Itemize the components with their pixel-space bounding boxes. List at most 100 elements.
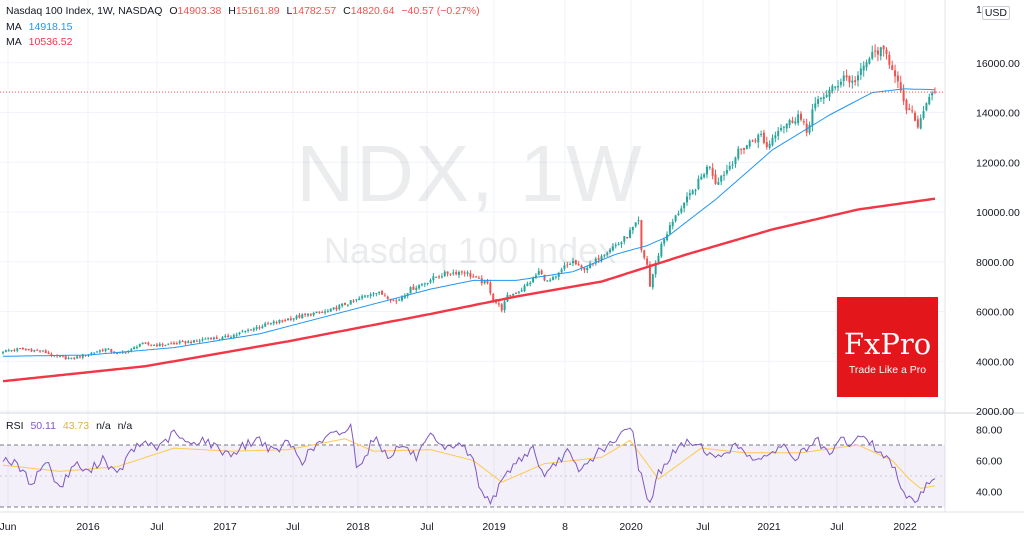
candle-body xyxy=(269,322,272,324)
candle-body xyxy=(358,298,361,301)
time-tick-label: 2019 xyxy=(482,521,506,533)
candle-body xyxy=(292,318,295,320)
candle-body xyxy=(372,293,375,295)
candle-body xyxy=(184,341,187,344)
candle-body xyxy=(623,236,626,242)
candle-body xyxy=(785,123,788,129)
candle-body xyxy=(321,311,324,313)
candle-body xyxy=(754,140,757,142)
price-tick-label: 2000.00 xyxy=(976,406,1014,418)
candle-body xyxy=(697,178,700,189)
candle-body xyxy=(857,75,859,81)
candle-body xyxy=(651,274,654,288)
candle-body xyxy=(33,350,36,352)
candle-body xyxy=(620,242,623,245)
candle-body xyxy=(600,256,603,260)
candle-body xyxy=(138,344,141,347)
candle-body xyxy=(794,121,797,124)
candle-body xyxy=(517,291,520,293)
candle-body xyxy=(589,263,592,268)
candle-body xyxy=(301,314,304,319)
candle-body xyxy=(614,244,617,247)
price-tick-label: 12000.00 xyxy=(976,157,1020,169)
candle-body xyxy=(281,320,284,322)
candle-body xyxy=(361,296,364,299)
candle-body xyxy=(215,337,218,340)
candle-body xyxy=(532,277,535,283)
candle-body xyxy=(871,51,874,59)
candle-body xyxy=(902,90,905,102)
candle-body xyxy=(355,299,358,301)
rsi-ma-line xyxy=(2,438,936,489)
candle-body xyxy=(560,269,563,273)
candle-body xyxy=(210,337,213,340)
candle-body xyxy=(107,348,110,350)
candle-body xyxy=(711,167,714,176)
candle-body xyxy=(192,340,195,343)
candle-body xyxy=(386,296,389,299)
candle-body xyxy=(817,98,820,105)
candle-body xyxy=(845,75,848,78)
candle-body xyxy=(708,166,711,168)
candle-body xyxy=(150,344,153,346)
candle-body xyxy=(808,124,811,133)
open-value: O14903.38 xyxy=(169,5,222,17)
candle-body xyxy=(272,321,275,324)
candle-body xyxy=(674,215,677,221)
candle-body xyxy=(660,243,663,257)
candle-body xyxy=(594,258,597,264)
candle-body xyxy=(284,319,287,321)
candle-body xyxy=(381,291,384,295)
candle-body xyxy=(865,62,868,68)
candle-body xyxy=(449,273,452,275)
candle-body xyxy=(503,301,506,311)
candle-body xyxy=(326,311,329,313)
candle-body xyxy=(720,175,723,182)
candle-body xyxy=(278,320,281,323)
candle-body xyxy=(332,307,335,310)
candle-body xyxy=(797,114,800,124)
candle-body xyxy=(41,350,44,352)
candle-body xyxy=(130,349,133,351)
candle-body xyxy=(475,276,478,278)
candle-body xyxy=(740,148,743,150)
currency-button[interactable]: USD xyxy=(981,6,1010,20)
rsi-na-1: n/a xyxy=(96,420,111,432)
candle-body xyxy=(335,307,338,310)
candle-body xyxy=(549,279,552,281)
time-tick-label: Jul xyxy=(830,521,843,533)
ma-fast-label: MA xyxy=(6,21,22,33)
price-tick-label: 8000.00 xyxy=(976,257,1014,269)
candle-body xyxy=(124,352,127,354)
candle-body xyxy=(409,287,412,294)
candles xyxy=(2,44,936,360)
candle-body xyxy=(412,286,415,290)
candle-body xyxy=(238,332,241,335)
candle-body xyxy=(933,91,936,93)
candle-body xyxy=(341,303,344,306)
candle-body xyxy=(879,47,882,57)
candle-body xyxy=(338,305,341,310)
rsi-tick-label: 80.00 xyxy=(976,425,1002,437)
candle-body xyxy=(295,315,298,319)
ma-slow-label: MA xyxy=(6,36,22,48)
candle-body xyxy=(432,276,435,281)
candle-body xyxy=(743,147,745,150)
candle-body xyxy=(440,276,443,278)
candle-body xyxy=(241,331,244,333)
candle-body xyxy=(848,75,851,83)
candle-body xyxy=(822,96,825,99)
candle-body xyxy=(141,342,144,344)
price-tick-label: 4000.00 xyxy=(976,356,1014,368)
symbol-title: Nasdaq 100 Index, 1W, NASDAQ xyxy=(6,5,163,17)
candle-body xyxy=(882,45,885,50)
candle-body xyxy=(221,337,224,340)
candle-body xyxy=(737,148,740,159)
candle-body xyxy=(78,356,81,358)
candle-body xyxy=(318,311,321,313)
time-tick-label: 2016 xyxy=(76,521,100,533)
candle-body xyxy=(133,347,136,350)
rsi-tick-label: 40.00 xyxy=(976,487,1002,499)
candle-body xyxy=(30,349,33,352)
